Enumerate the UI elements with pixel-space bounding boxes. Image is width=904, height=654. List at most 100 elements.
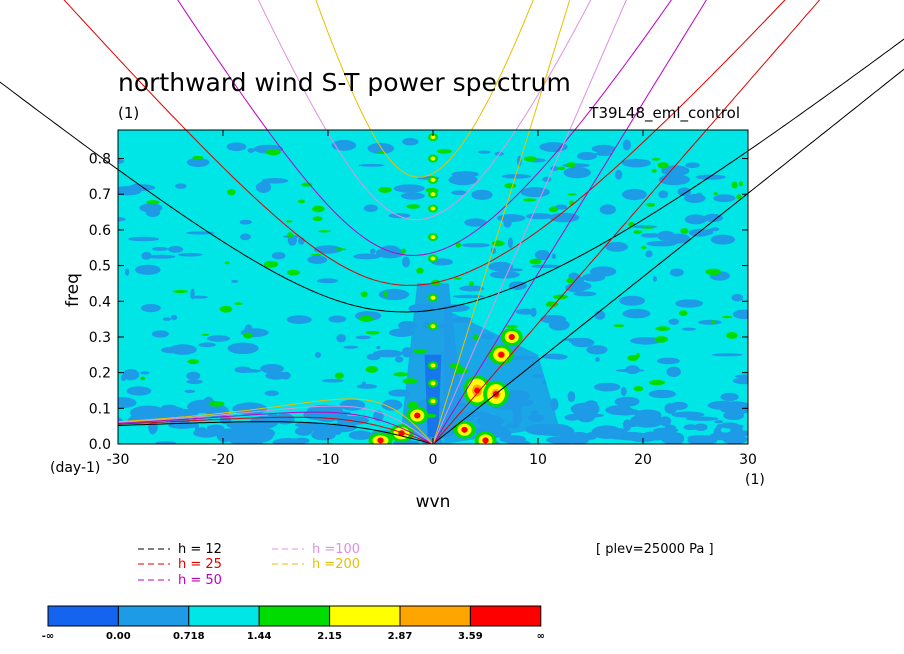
power-patch bbox=[454, 277, 462, 280]
power-patch bbox=[365, 366, 379, 373]
power-patch bbox=[301, 182, 313, 187]
power-patch bbox=[377, 437, 384, 444]
power-patch bbox=[146, 200, 160, 205]
power-patch bbox=[416, 267, 424, 274]
power-patch bbox=[504, 183, 517, 189]
power-patch bbox=[455, 242, 462, 248]
power-patch bbox=[312, 205, 325, 213]
power-patch bbox=[353, 253, 381, 260]
power-patch bbox=[573, 291, 597, 297]
power-patch bbox=[564, 414, 581, 421]
power-patch bbox=[287, 232, 294, 238]
power-patch bbox=[141, 251, 152, 260]
power-patch bbox=[545, 301, 559, 308]
rossby-curve bbox=[117, 411, 434, 445]
power-patch bbox=[358, 315, 374, 322]
power-patch bbox=[128, 236, 160, 242]
power-patch bbox=[594, 382, 621, 392]
power-patch bbox=[361, 381, 367, 387]
power-patch bbox=[167, 245, 184, 253]
legend-label: h =200 bbox=[312, 557, 360, 572]
power-patch bbox=[640, 226, 655, 229]
power-patch bbox=[582, 410, 595, 417]
power-patch bbox=[501, 174, 532, 179]
power-patch bbox=[389, 328, 415, 337]
power-patch bbox=[271, 252, 286, 260]
power-patch bbox=[726, 331, 738, 339]
power-patch bbox=[611, 431, 647, 441]
gravity-curve bbox=[177, 0, 672, 256]
power-patch bbox=[703, 213, 723, 223]
power-patch bbox=[471, 189, 493, 200]
kelvin-curve bbox=[432, 0, 627, 445]
y-tick-label: 0.6 bbox=[89, 223, 111, 239]
legend-label: h =100 bbox=[312, 542, 360, 557]
power-patch bbox=[632, 230, 643, 234]
power-patch bbox=[730, 425, 743, 435]
y-axis-label: freq bbox=[63, 273, 83, 307]
y-tick-label: 0.8 bbox=[89, 152, 111, 168]
y-tick-label: 0.2 bbox=[89, 366, 111, 382]
power-patch bbox=[551, 253, 557, 259]
power-patch bbox=[430, 256, 436, 261]
power-patch bbox=[294, 426, 313, 436]
power-patch bbox=[140, 376, 146, 381]
power-patch bbox=[633, 386, 644, 392]
power-patch bbox=[719, 401, 748, 415]
power-patch bbox=[451, 190, 468, 196]
power-patch bbox=[677, 187, 691, 197]
power-patch bbox=[430, 363, 436, 368]
power-patch bbox=[687, 435, 717, 441]
power-patch bbox=[507, 237, 513, 249]
power-patch bbox=[381, 399, 403, 411]
kelvin-curve bbox=[432, 0, 571, 445]
power-patch bbox=[141, 303, 161, 313]
power-patch bbox=[208, 401, 225, 407]
power-patch bbox=[621, 158, 651, 168]
power-patch bbox=[525, 213, 553, 220]
power-patch bbox=[498, 351, 505, 358]
power-patch bbox=[243, 332, 253, 339]
power-patch bbox=[161, 346, 183, 354]
power-patch bbox=[667, 233, 691, 244]
power-patch bbox=[705, 228, 714, 235]
chart-title: northward wind S-T power spectrum bbox=[118, 68, 571, 97]
power-patch bbox=[620, 386, 627, 397]
x-unit-label: (1) bbox=[745, 472, 765, 488]
power-patch bbox=[314, 352, 322, 359]
colorbar-label: 0.718 bbox=[173, 631, 205, 642]
power-patch bbox=[738, 181, 744, 187]
power-patch bbox=[640, 233, 661, 238]
power-patch bbox=[363, 204, 378, 212]
x-tick-label: -30 bbox=[107, 452, 130, 468]
power-patch bbox=[634, 409, 662, 420]
power-patch bbox=[227, 189, 236, 196]
power-patch bbox=[145, 208, 160, 217]
colorbar-swatch bbox=[399, 605, 471, 627]
y-tick-label: 0.4 bbox=[89, 294, 111, 310]
power-patch bbox=[534, 249, 551, 261]
power-patch bbox=[373, 349, 403, 358]
power-patch bbox=[297, 199, 306, 204]
power-patch bbox=[681, 327, 697, 331]
y-tick-label: 0.5 bbox=[89, 259, 111, 275]
power-patch bbox=[641, 246, 647, 250]
x-ticks: -30 -20 -10 0 10 20 30 bbox=[107, 130, 757, 468]
power-patch bbox=[321, 378, 344, 383]
power-patch bbox=[591, 144, 616, 153]
power-patch bbox=[326, 422, 357, 433]
power-patch bbox=[437, 149, 452, 154]
power-patch bbox=[376, 346, 381, 349]
power-patch bbox=[678, 310, 688, 317]
power-patch bbox=[343, 345, 359, 349]
power-patch bbox=[615, 169, 623, 180]
power-patch bbox=[172, 289, 189, 294]
power-patch bbox=[506, 325, 518, 328]
power-patch bbox=[140, 371, 150, 375]
power-patch bbox=[312, 216, 323, 222]
power-patch bbox=[684, 214, 707, 225]
power-patch bbox=[234, 366, 251, 374]
power-patch bbox=[621, 188, 647, 201]
colorbar-label: 0.00 bbox=[106, 631, 131, 642]
power-patch bbox=[613, 324, 625, 328]
